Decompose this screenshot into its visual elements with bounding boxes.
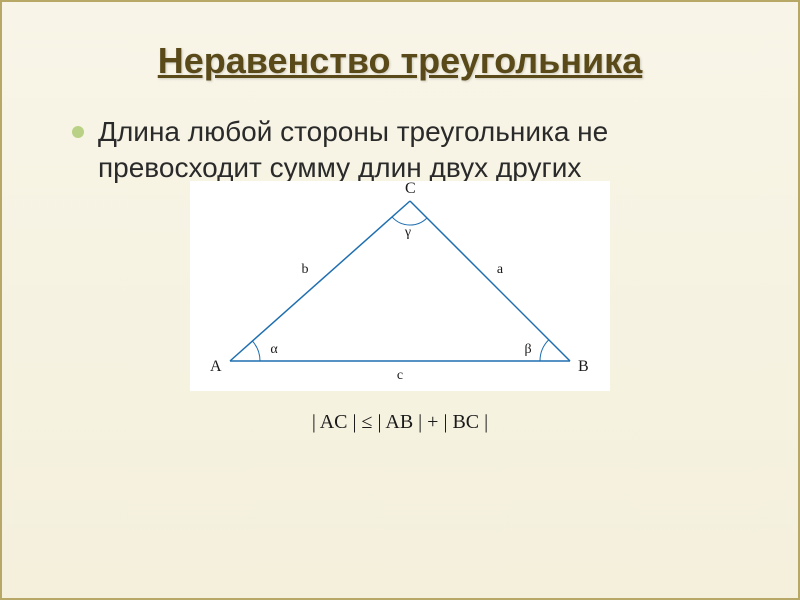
slide: Неравенство треугольника Длина любой сто… — [0, 0, 800, 600]
svg-text:c: c — [397, 368, 403, 383]
triangle-diagram: c b a α β γ A B C — [52, 181, 748, 391]
svg-text:A: A — [210, 358, 222, 375]
theorem-text: Длина любой стороны треугольника не прев… — [98, 114, 748, 187]
slide-title: Неравенство треугольника — [52, 40, 748, 82]
triangle-svg: c b a α β γ A B C — [190, 181, 610, 391]
svg-text:β: β — [524, 342, 531, 357]
inequality-formula: | AC | ≤ | AB | + | BC | — [52, 411, 748, 434]
svg-text:B: B — [578, 358, 589, 375]
bullet-item: Длина любой стороны треугольника не прев… — [52, 114, 748, 187]
svg-text:b: b — [302, 262, 309, 277]
bullet-icon — [72, 126, 84, 138]
svg-text:α: α — [270, 342, 278, 357]
svg-text:a: a — [497, 262, 504, 277]
svg-text:C: C — [405, 181, 416, 197]
svg-text:γ: γ — [404, 225, 411, 240]
